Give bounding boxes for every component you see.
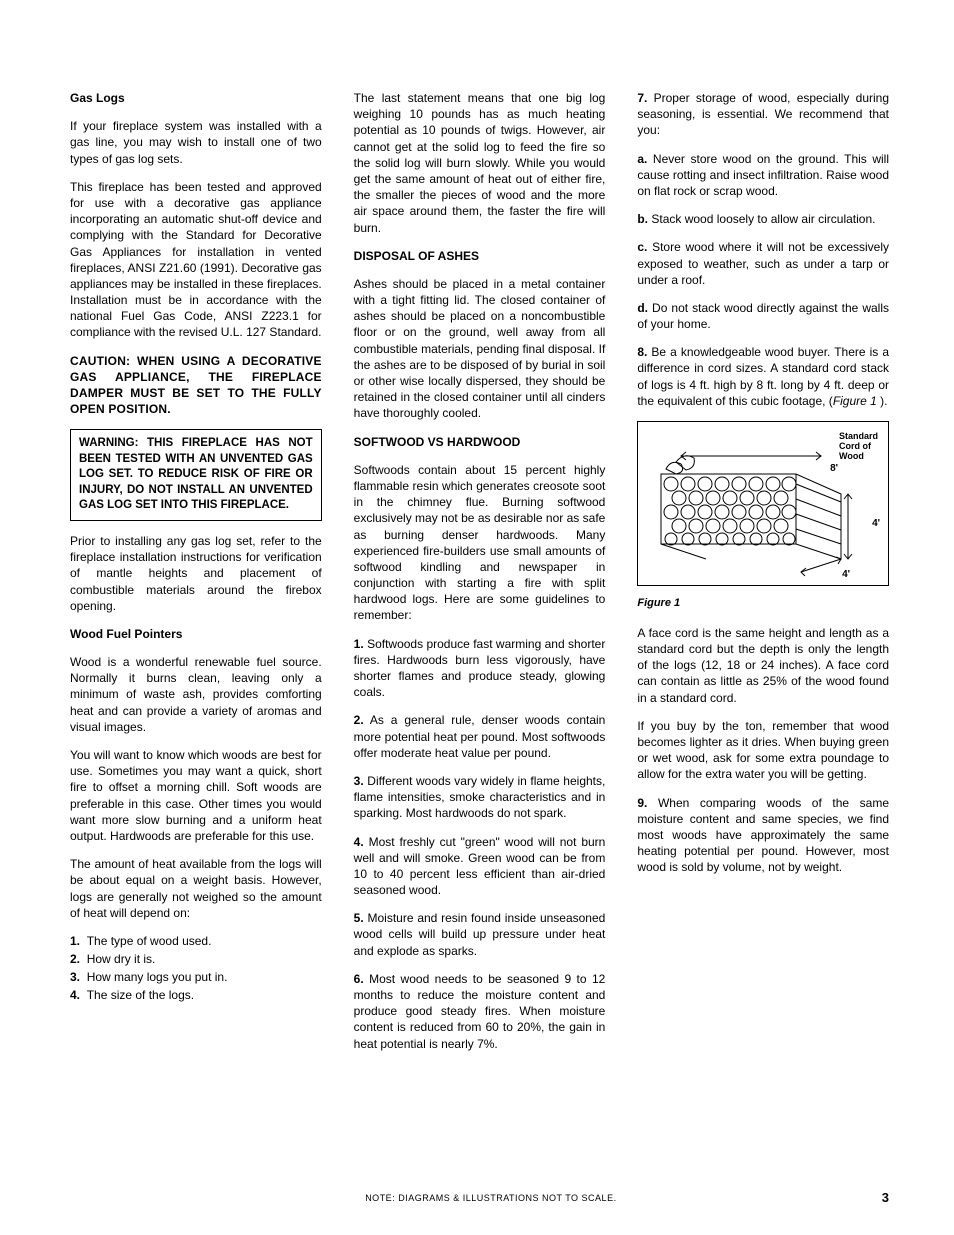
list-item: 2. How dry it is. [70,951,322,967]
para: Softwoods contain about 15 percent highl… [354,462,606,624]
list-item: 7. Proper storage of wood, especially du… [637,90,889,139]
heading-disposal: DISPOSAL OF ASHES [354,248,606,264]
heading-softwood: SOFTWOOD VS HARDWOOD [354,434,606,450]
para: A face cord is the same height and lengt… [637,625,889,706]
page-number: 3 [882,1189,889,1207]
dimension-4ft-depth: 4' [842,568,850,582]
column-3: 7. Proper storage of wood, especially du… [637,90,889,1064]
numbered-list: 1. The type of wood used. 2. How dry it … [70,933,322,1004]
list-item: d. Do not stack wood directly against th… [637,300,889,332]
para: The last statement means that one big lo… [354,90,606,236]
para: If you buy by the ton, remember that woo… [637,718,889,783]
para: This fireplace has been tested and appro… [70,179,322,341]
dimension-8ft: 8' [830,462,838,476]
list-item: a. Never store wood on the ground. This … [637,151,889,200]
list-item: 6. Most wood needs to be seasoned 9 to 1… [354,971,606,1052]
figure-1-box: Standard Cord of Wood [637,421,889,586]
para: Ashes should be placed in a metal contai… [354,276,606,422]
wood-stack-icon [646,444,856,579]
list-item: 1. Softwoods produce fast warming and sh… [354,636,606,701]
list-item: b. Stack wood loosely to allow air circu… [637,211,889,227]
list-item: 9. When comparing woods of the same mois… [637,795,889,876]
para: The amount of heat available from the lo… [70,856,322,921]
para: You will want to know which woods are be… [70,747,322,844]
dimension-4ft-height: 4' [872,517,880,531]
column-1: Gas Logs If your fireplace system was in… [70,90,322,1064]
heading-gas-logs: Gas Logs [70,90,322,106]
column-2: The last statement means that one big lo… [354,90,606,1064]
list-item: 5. Moisture and resin found inside unsea… [354,910,606,959]
list-item: 1. The type of wood used. [70,933,322,949]
list-item: 4. Most freshly cut "green" wood will no… [354,834,606,899]
list-item: 4. The size of the logs. [70,987,322,1003]
para: Prior to installing any gas log set, ref… [70,533,322,614]
para: Wood is a wonderful renewable fuel sourc… [70,654,322,735]
list-item: 3. How many logs you put in. [70,969,322,985]
heading-wood-fuel: Wood Fuel Pointers [70,626,322,642]
list-item: c. Store wood where it will not be exces… [637,239,889,288]
page-columns: Gas Logs If your fireplace system was in… [70,90,889,1064]
list-item: 8. Be a knowledgeable wood buyer. There … [637,344,889,409]
figure-caption: Figure 1 [637,596,889,611]
caution-text: CAUTION: WHEN USING A DECORATIVE GAS APP… [70,353,322,418]
list-item: 3. Different woods vary widely in flame … [354,773,606,822]
page-footer: NOTE: DIAGRAMS & ILLUSTRATIONS NOT TO SC… [0,1189,954,1207]
footer-note: NOTE: DIAGRAMS & ILLUSTRATIONS NOT TO SC… [100,1192,882,1204]
list-item: 2. As a general rule, denser woods conta… [354,712,606,761]
para: If your fireplace system was installed w… [70,118,322,167]
warning-box: WARNING: THIS FIREPLACE HAS NOT BEEN TES… [70,429,322,521]
